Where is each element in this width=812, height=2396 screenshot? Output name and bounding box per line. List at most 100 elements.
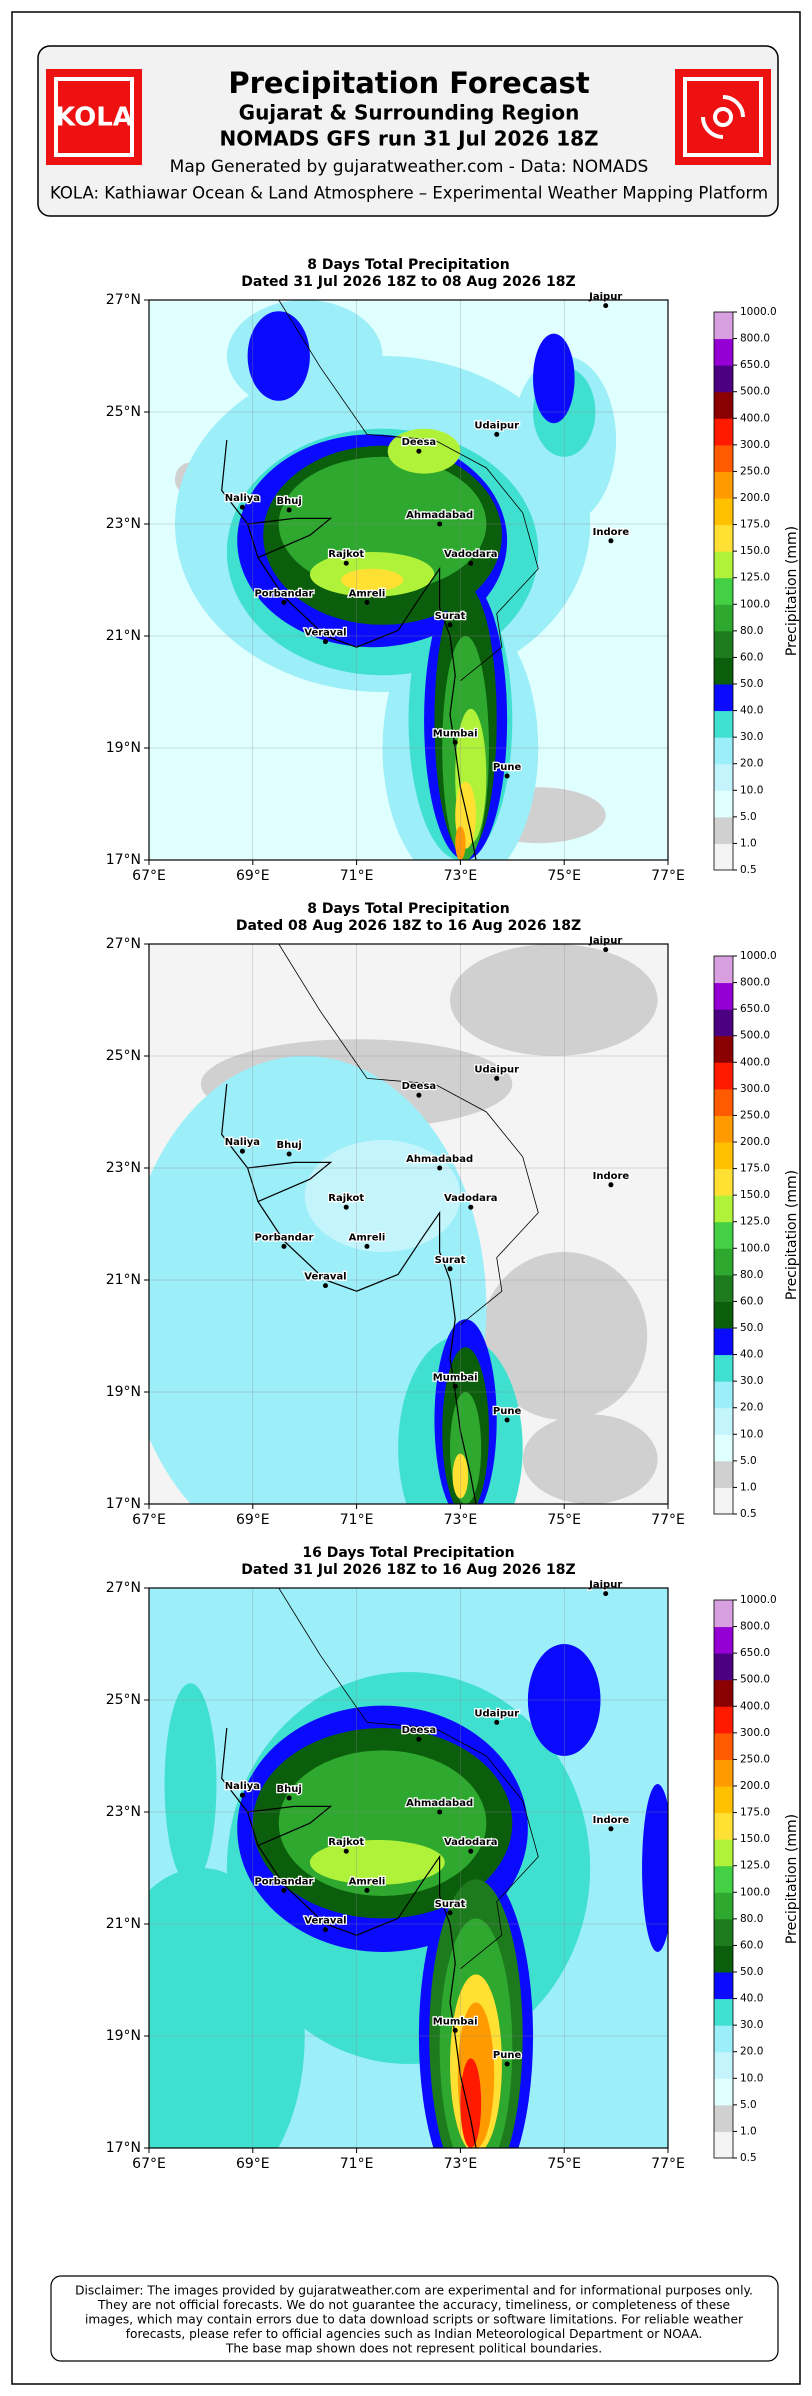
- precip-area: [460, 2058, 482, 2148]
- lat-label: 21°N: [106, 628, 141, 644]
- city-label: Indore: [593, 527, 630, 538]
- map-frame: [148, 1587, 669, 2149]
- lon-label: 77°E: [651, 2156, 685, 2172]
- city-label: Mumbai: [433, 2016, 478, 2027]
- colorbar-level: 175.0: [740, 519, 770, 531]
- colorbar-segment: [714, 657, 733, 685]
- city-label: Udaipur: [474, 420, 519, 431]
- boundary: [278, 944, 539, 1326]
- lon-label: 75°E: [547, 868, 581, 884]
- lon-label: 67°E: [132, 2156, 166, 2172]
- lat-label: 25°N: [106, 1692, 141, 1708]
- colorbar-level: 100.0: [740, 1242, 770, 1254]
- city-label: Mumbai: [433, 728, 478, 739]
- city-dot: [281, 1887, 287, 1893]
- colorbar-segment: [714, 1274, 733, 1302]
- colorbar-segment: [714, 630, 733, 658]
- colorbar-segment: [714, 710, 733, 738]
- city-dot: [608, 1182, 614, 1188]
- colorbar-segment: [714, 498, 733, 526]
- coastline: [247, 1805, 333, 1847]
- city-label: Surat: [435, 1899, 466, 1910]
- lon-label: 75°E: [547, 1512, 581, 1528]
- city-dot: [239, 504, 245, 510]
- colorbar-level: 40.0: [740, 1993, 763, 2005]
- map-title: 8 Days Total Precipitation: [307, 257, 510, 273]
- colorbar-level: 0.5: [740, 1508, 757, 1520]
- city-label: Jaipur: [588, 936, 622, 947]
- colorbar-segment: [714, 1115, 733, 1143]
- city-dot: [286, 1795, 292, 1801]
- lon-label: 69°E: [236, 868, 270, 884]
- city-label: Porbandar: [254, 588, 313, 599]
- lon-label: 73°E: [444, 868, 478, 884]
- colorbar-segment: [714, 1679, 733, 1707]
- colorbar-level: 200.0: [740, 492, 770, 504]
- lat-label: 17°N: [106, 852, 141, 868]
- logo-cyclone: [701, 95, 745, 139]
- colorbar-level: 800.0: [740, 1621, 770, 1633]
- colorbar-level: 60.0: [740, 1295, 763, 1307]
- colorbar-frame: [713, 311, 734, 871]
- city-label: Pune: [493, 762, 522, 773]
- colorbar-level: 150.0: [740, 1833, 770, 1845]
- colorbar-level: 80.0: [740, 1913, 763, 1925]
- lat-label: 17°N: [106, 2140, 141, 2156]
- coastline: [247, 517, 333, 559]
- colorbar-level: 500.0: [740, 1674, 770, 1686]
- colorbar-level: 500.0: [740, 386, 770, 398]
- lat-label: 23°N: [106, 1160, 141, 1176]
- colorbar-segment: [714, 312, 733, 340]
- lat-label: 19°N: [106, 740, 141, 756]
- city-dot: [364, 1243, 370, 1249]
- city-dot: [437, 521, 443, 527]
- city-dot: [286, 507, 292, 513]
- colorbar-segment: [714, 1009, 733, 1037]
- city-label: Ahmadabad: [406, 510, 473, 521]
- logo-left-frame: [54, 77, 134, 157]
- precip-area: [247, 311, 310, 401]
- city-label: Porbandar: [254, 1876, 313, 1887]
- coastline: [221, 1727, 477, 2148]
- colorbar-segment: [714, 1354, 733, 1382]
- colorbar-segment: [714, 1142, 733, 1170]
- colorbar-segment: [714, 1998, 733, 2026]
- lat-label: 23°N: [106, 516, 141, 532]
- city-dot: [608, 1826, 614, 1832]
- header-title: Precipitation Forecast: [228, 66, 590, 100]
- colorbar-level: 300.0: [740, 1083, 770, 1095]
- city-label: Vadodara: [444, 1193, 498, 1204]
- colorbar-segment: [714, 2104, 733, 2132]
- colorbar-level: 650.0: [740, 1647, 770, 1659]
- colorbar-segment: [714, 1732, 733, 1760]
- city-label: Rajkot: [328, 1837, 364, 1848]
- coastline: [221, 1083, 477, 1504]
- colorbar-segment: [714, 763, 733, 791]
- header-platform: KOLA: Kathiawar Ocean & Land Atmosphere …: [50, 184, 768, 203]
- city-dot: [239, 1148, 245, 1154]
- colorbar-level: 150.0: [740, 545, 770, 557]
- logo-text: KOLA: [55, 103, 133, 133]
- colorbar-level: 50.0: [740, 1322, 763, 1334]
- outer-border: [11, 11, 801, 2385]
- colorbar-segment: [714, 1972, 733, 2000]
- colorbar-level: 60.0: [740, 1939, 763, 1951]
- colorbar-level: 125.0: [740, 1216, 770, 1228]
- colorbar-level: 500.0: [740, 1030, 770, 1042]
- colorbar-level: 60.0: [740, 651, 763, 663]
- lat-label: 17°N: [106, 1496, 141, 1512]
- map-dated: Dated 31 Jul 2026 18Z to 16 Aug 2026 18Z: [241, 1562, 575, 1578]
- colorbar-segment: [714, 1786, 733, 1814]
- colorbar-level: 800.0: [740, 333, 770, 345]
- lat-label: 27°N: [106, 1580, 141, 1596]
- lat-label: 25°N: [106, 1048, 141, 1064]
- city-label: Veraval: [304, 1916, 346, 1927]
- city-dot: [416, 1092, 422, 1098]
- city-label: Deesa: [402, 1081, 437, 1092]
- colorbar-frame: [713, 955, 734, 1515]
- city-label: Vadodara: [444, 1837, 498, 1848]
- city-dot: [603, 947, 609, 953]
- precip-area: [533, 333, 575, 424]
- city-dot: [494, 1075, 500, 1081]
- city-label: Mumbai: [433, 1372, 478, 1383]
